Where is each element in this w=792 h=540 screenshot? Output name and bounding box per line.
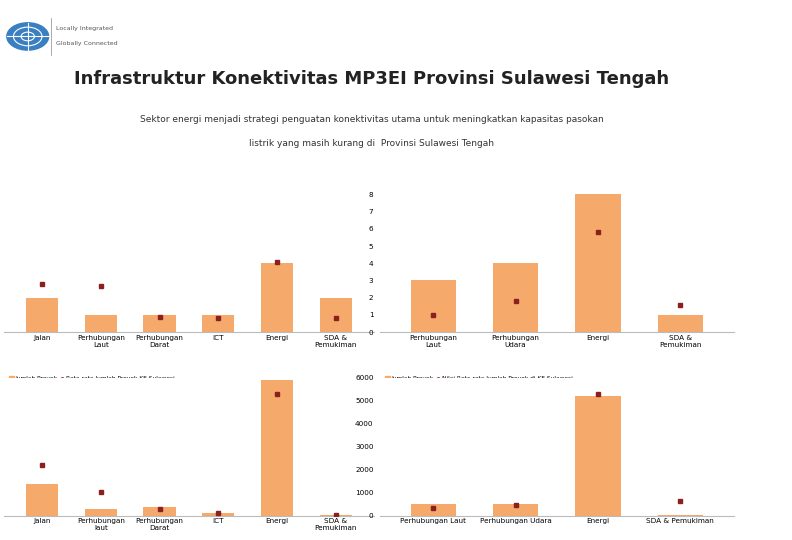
Bar [575, 194, 621, 332]
Bar [261, 380, 293, 516]
Bar [319, 515, 352, 516]
Bar [26, 484, 59, 516]
Bar [657, 515, 703, 516]
Bar [493, 263, 539, 332]
Text: Locally Integrated: Locally Integrated [56, 26, 113, 31]
Bar [657, 315, 703, 332]
Text: 14: 14 [761, 19, 779, 32]
Text: Infrastruktur Konektivitas MP3EI Provinsi Sulawesi Tengah: Infrastruktur Konektivitas MP3EI Provins… [74, 70, 669, 88]
Text: Sektor energi menjadi strategi penguatan konektivitas utama untuk meningkatkan k: Sektor energi menjadi strategi penguatan… [140, 115, 604, 124]
Bar [202, 315, 234, 332]
Bar [143, 315, 176, 332]
Text: | Perkembangan Revisi Masterlist Infrastruktur MP3EI: | Perkembangan Revisi Masterlist Infrast… [767, 186, 772, 354]
Text: listrik yang masih kurang di  Provinsi Sulawesi Tengah: listrik yang masih kurang di Provinsi Su… [249, 139, 494, 148]
Text: Globally Connected: Globally Connected [56, 42, 118, 46]
Bar [575, 396, 621, 516]
Bar [410, 280, 456, 332]
Text: Usulan Baru: Usulan Baru [521, 182, 592, 192]
Bar [410, 504, 456, 516]
Bar [143, 507, 176, 516]
Bar [319, 298, 352, 332]
Bar [493, 504, 539, 516]
Legend: Jumlah Proyek, Nilai Rata-rata Jumlah Proyek di KE Sulawesi: Jumlah Proyek, Nilai Rata-rata Jumlah Pr… [383, 374, 576, 383]
Bar [85, 315, 117, 332]
Text: Usulan Baru: Usulan Baru [521, 366, 592, 375]
Bar [26, 298, 59, 332]
Bar [261, 263, 293, 332]
Legend: Jumlah Proyek, Rata-rata Jumlah Proyek KE Sulawesi: Jumlah Proyek, Rata-rata Jumlah Proyek K… [7, 374, 177, 383]
Text: PERPRES: PERPRES [162, 182, 215, 192]
Circle shape [7, 23, 48, 50]
Bar [202, 514, 234, 516]
Text: PERPRES: PERPRES [162, 366, 215, 375]
Bar [85, 509, 117, 516]
